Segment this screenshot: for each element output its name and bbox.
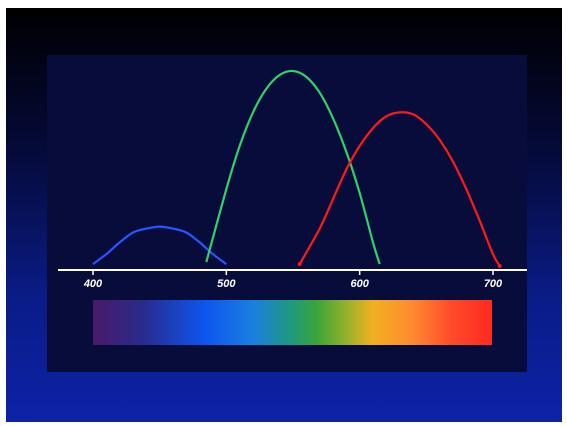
x-tick-label-2: 600 (350, 278, 369, 290)
visible-spectrum-bar (93, 300, 492, 345)
series-endpoint-0 (297, 262, 302, 267)
x-tick-label-3: 700 (484, 278, 503, 290)
series-endpoint-1 (497, 264, 502, 269)
series-line-1 (205, 69, 381, 265)
x-tick-label-1: 500 (217, 278, 236, 290)
series-line-2 (298, 111, 501, 267)
series-line-0 (92, 225, 227, 265)
x-tick-label-0: 400 (83, 278, 103, 290)
